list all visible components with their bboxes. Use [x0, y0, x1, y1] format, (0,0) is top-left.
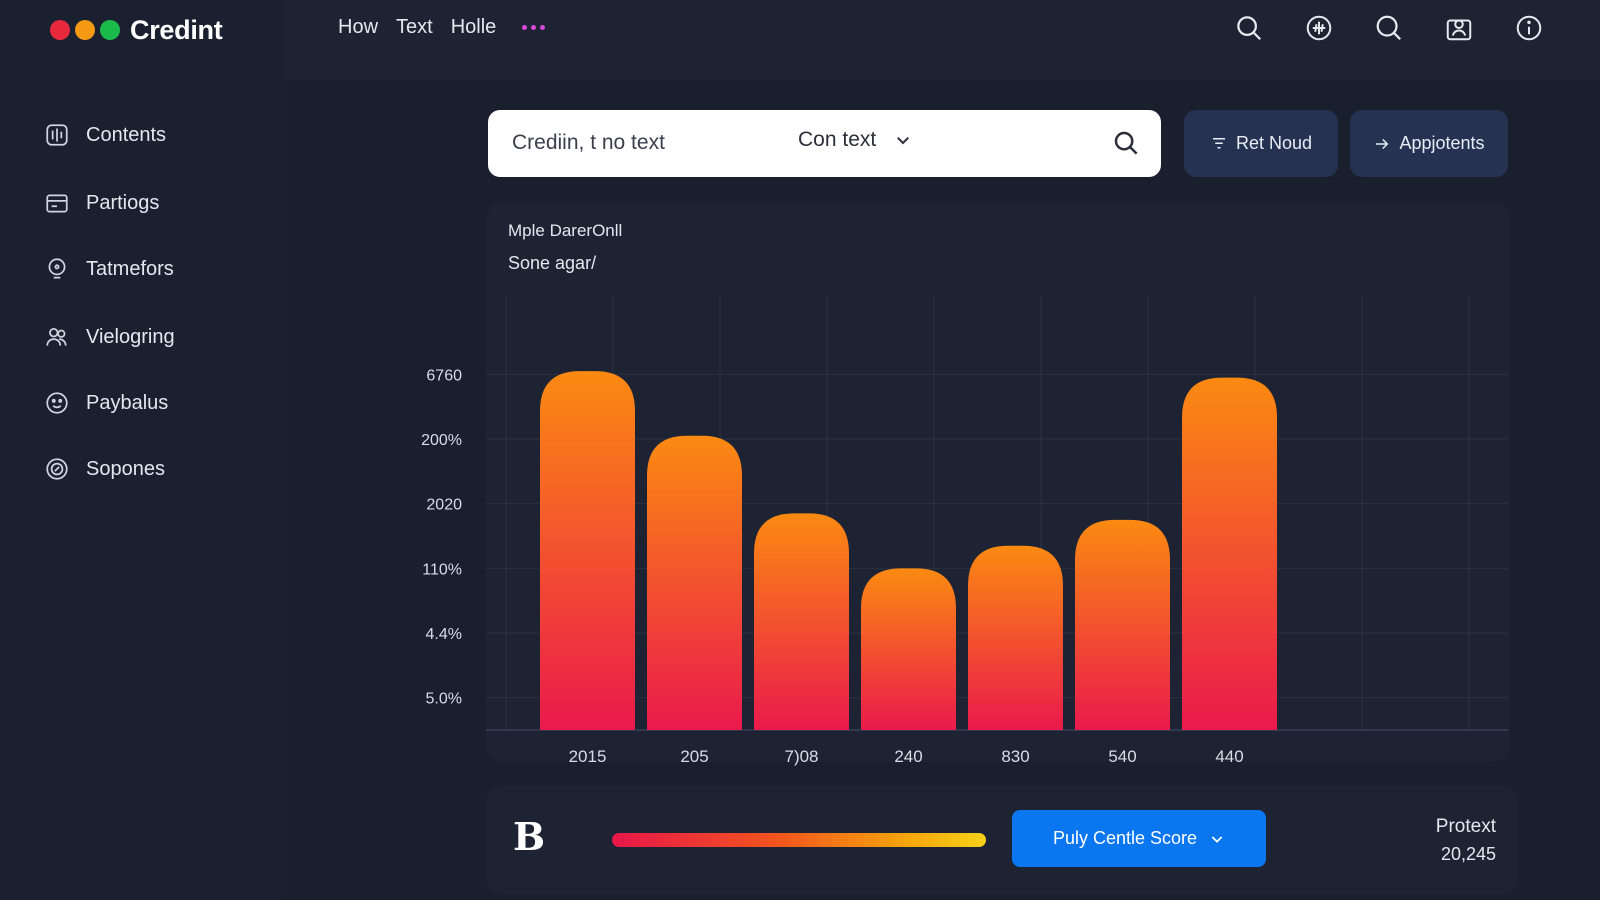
sidebar-item-contents[interactable]: Contents [44, 120, 254, 150]
top-bar: How Text Holle [284, 0, 1600, 80]
sidebar-item-paybalus[interactable]: Paybalus [44, 388, 254, 418]
sidebar-item-label: Sopones [86, 457, 165, 480]
chart-bar[interactable] [754, 513, 849, 730]
score-gradient-bar [612, 833, 986, 847]
sidebar-item-vielogring[interactable]: Vielogring [44, 322, 254, 352]
filter-button-label: Ret Noud [1235, 133, 1313, 153]
sidebar-item-label: Tatmefors [86, 257, 174, 280]
x-tick-label: 205 [680, 747, 708, 766]
sidebar-item-label: Partiogs [86, 191, 160, 214]
smile-icon [46, 392, 68, 414]
chevron-down-icon [897, 137, 910, 145]
app-name: Credint [130, 14, 223, 45]
sidebar-item-tatmefors[interactable]: Tatmefors [44, 254, 254, 284]
topnav-link-how[interactable]: How [338, 15, 379, 38]
users-icon [46, 328, 67, 346]
chart-bar[interactable] [540, 371, 635, 730]
chevron-down-icon [1211, 835, 1223, 843]
search-icon[interactable] [1372, 11, 1406, 45]
chart-bar[interactable] [861, 568, 956, 730]
brand: Credint [50, 14, 223, 46]
top-icons [1196, 11, 1546, 45]
x-tick-label: 540 [1108, 747, 1136, 766]
y-tick-label: 200% [421, 432, 462, 449]
bar-chart: 5.0% 4.4% 110% 2020 200% 6760 2015 205 7)08 240 83… [421, 296, 1508, 766]
search-icon[interactable] [1232, 11, 1266, 45]
x-tick-label: 830 [1001, 747, 1029, 766]
info-icon[interactable] [1512, 11, 1546, 45]
search-icon[interactable] [1111, 128, 1141, 158]
sidebar: Credint Contents Partiogs Tatmefors Viel… [0, 0, 284, 900]
more-dots-icon[interactable] [522, 24, 546, 30]
sidebar-item-partiogs[interactable]: Partiogs [44, 188, 254, 218]
arrow-right-icon [1376, 138, 1389, 149]
x-tick-label: 440 [1215, 747, 1243, 766]
window-dot-green[interactable] [100, 20, 120, 40]
chart-title: Mple DarerOnll [508, 221, 623, 240]
search-bar: Con text [488, 110, 1161, 177]
chart-bar[interactable] [1075, 519, 1170, 730]
x-tick-label: 240 [894, 747, 922, 766]
sidebar-item-sopones[interactable]: Sopones [44, 454, 254, 484]
add-circle-icon[interactable] [1302, 11, 1336, 45]
score-button-label: Puly Centle Score [1052, 828, 1198, 848]
y-tick-label: 2020 [426, 497, 462, 514]
y-tick-label: 110% [422, 561, 462, 578]
topnav-link-holle[interactable]: Holle [450, 15, 497, 38]
search-input[interactable] [512, 126, 772, 160]
chat-icon [48, 258, 66, 279]
applicants-button-label: Appjotents [1399, 133, 1485, 153]
protext-value: 20,245 [1440, 844, 1496, 864]
protext-block: Protext 20,245 [1436, 813, 1496, 867]
contents-icon [46, 124, 68, 146]
context-dropdown[interactable]: Con text [798, 128, 912, 152]
chart-bar[interactable] [647, 435, 742, 730]
protext-label: Protext [1435, 816, 1496, 837]
coin-icon [46, 458, 68, 480]
filter-icon [1212, 137, 1225, 148]
x-tick-label: 7)08 [784, 747, 818, 766]
applicants-button[interactable]: Appjotents [1350, 110, 1508, 177]
score-logo: B [513, 814, 546, 859]
chart-bar[interactable] [968, 545, 1063, 730]
sidebar-item-label: Vielogring [86, 325, 175, 348]
chart-subtitle: Sone agar/ [508, 253, 597, 273]
x-tick-label: 2015 [569, 747, 607, 766]
window-dot-red[interactable] [50, 20, 70, 40]
sidebar-item-label: Contents [86, 123, 167, 146]
y-tick-label: 4.4% [426, 626, 462, 643]
score-dropdown-button[interactable]: Puly Centle Score [1012, 810, 1266, 867]
top-nav: How Text Holle [338, 12, 546, 42]
topnav-link-text[interactable]: Text [396, 15, 433, 38]
window-dot-yellow[interactable] [75, 20, 95, 40]
chart-bar[interactable] [1182, 377, 1277, 730]
sidebar-item-label: Paybalus [86, 391, 169, 414]
user-badge-icon[interactable] [1442, 11, 1476, 45]
context-dropdown-label: Con text [798, 128, 877, 151]
card-icon [46, 194, 68, 213]
y-tick-label: 5.0% [426, 691, 462, 708]
y-tick-label: 6760 [426, 367, 462, 384]
filter-button[interactable]: Ret Noud [1184, 110, 1338, 177]
